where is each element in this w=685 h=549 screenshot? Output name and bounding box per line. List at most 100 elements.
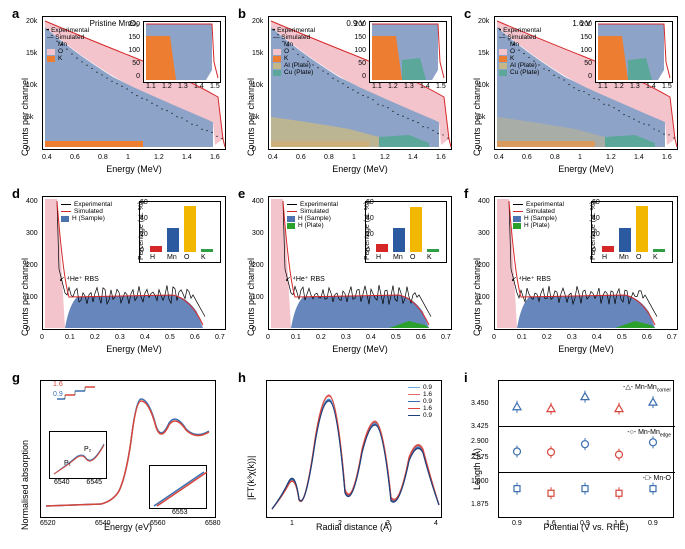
legend-swatch [47, 42, 55, 48]
row1-xtick: 0.4 [268, 154, 278, 161]
bar-H [602, 246, 614, 252]
panel-a-xlabel: Energy (MeV) [42, 164, 226, 174]
inset-ytick: 100 [580, 47, 592, 54]
h-xtick: 2 [338, 520, 342, 527]
row2-xtick: 0.3 [567, 334, 577, 341]
g-inset1-tick1: 6545 [86, 479, 102, 486]
legend-swatch [273, 63, 281, 69]
legend-swatch [273, 70, 281, 76]
legend-text: 0.9 [423, 412, 432, 419]
legend-text: O [510, 48, 515, 55]
inset-ytick: 50 [358, 60, 366, 67]
row2-xtick: 0 [40, 334, 44, 341]
row2-ytick: 300 [478, 230, 490, 237]
row1-xtick: 1 [578, 154, 582, 161]
legend-text: Al (Plate) [284, 62, 311, 69]
legend-item: H (Plate) [287, 222, 338, 229]
legend-text: 1.6 [423, 391, 432, 398]
g-step-09: 0.9 [53, 391, 63, 398]
row2-xtick: 0.4 [592, 334, 602, 341]
bar-K [201, 249, 213, 252]
panel-b-xlabel: Energy (MeV) [268, 164, 452, 174]
g-xtick: 6540 [95, 520, 111, 527]
g-step-diagram: 1.6 0.9 [55, 385, 105, 405]
g-inset2-t: 6553 [172, 509, 188, 516]
g-xtick: 6560 [150, 520, 166, 527]
legend-item: H (Sample) [513, 215, 564, 222]
panel-i-sub-2: -□- Mn-O1.8751.900 [499, 473, 675, 519]
row2-ytick: 300 [26, 230, 38, 237]
legend-swatch [513, 204, 523, 205]
row1-ytick: 0 [26, 146, 30, 153]
panel-d-legend: ExperimentalSimulatedH (Sample) [61, 201, 112, 222]
bar-label: Mn [393, 254, 403, 261]
bar-Mn [619, 228, 631, 252]
g-xtick: 6580 [205, 520, 221, 527]
inset-ytick: 150 [580, 34, 592, 41]
legend-item: 0.9 [408, 412, 432, 419]
bar-O [410, 207, 422, 252]
row2-xtick: 0.7 [667, 334, 677, 341]
inset-xtick: 1.5 [436, 83, 446, 90]
legend-swatch [273, 42, 281, 48]
row1-ytick: 10k [478, 82, 489, 89]
i-xtick: 1.6 [546, 520, 556, 527]
legend-item: Mn [47, 41, 89, 48]
inset-xtick: 1.5 [210, 83, 220, 90]
panel-i-group-label: -△- Mn-Mncorner [623, 383, 671, 393]
legend-text: Al (Plate) [510, 62, 537, 69]
bar-Mn [167, 228, 179, 252]
row2-ytick: 200 [26, 262, 38, 269]
row2-xtick: 0.6 [416, 334, 426, 341]
panel-c-xlabel: Energy (MeV) [494, 164, 678, 174]
panel-i-group-label: -○- Mn-Mnedge [627, 429, 671, 438]
row2-xtick: 0.4 [140, 334, 150, 341]
panel-b-title: 0.9 V [346, 19, 365, 28]
row2-xtick: 0.6 [190, 334, 200, 341]
legend-item: O [499, 48, 541, 55]
row2-xtick: 0.5 [165, 334, 175, 341]
p2-label: P₂ [84, 446, 91, 453]
inset-xtick: 1.4 [194, 83, 204, 90]
row2-ytick: 0 [252, 326, 256, 333]
legend-item: Simulated [513, 208, 564, 215]
legend-item: Al (Plate) [499, 62, 541, 69]
legend-swatch [513, 211, 523, 212]
legend-swatch [287, 216, 295, 222]
row1-xtick: 1.2 [606, 154, 616, 161]
panel-e-label: e [238, 186, 245, 201]
legend-text: Experimental [74, 201, 112, 208]
panel-b-label: b [238, 6, 246, 21]
bar-ylabel: Percentage (at. %) [138, 202, 145, 260]
row2-ytick: 100 [478, 294, 490, 301]
row2-ytick: 100 [252, 294, 264, 301]
row2-ytick: 400 [478, 198, 490, 205]
row1-ytick: 5k [252, 114, 259, 121]
row1-ytick: 20k [478, 18, 489, 25]
row1-xtick: 1.4 [634, 154, 644, 161]
inset-ytick: 150 [354, 34, 366, 41]
row1-xtick: 1.6 [436, 154, 446, 161]
row2-xtick: 0.1 [291, 334, 301, 341]
legend-swatch [273, 56, 281, 62]
row2-xtick: 0.7 [441, 334, 451, 341]
i-xtick: 0.9 [512, 520, 522, 527]
row1-ytick: 0 [478, 146, 482, 153]
row2-xtick: 0.2 [542, 334, 552, 341]
row2-ytick: 200 [478, 262, 490, 269]
legend-item: O [47, 48, 89, 55]
inset-xtick: 1.3 [630, 83, 640, 90]
panel-g-xlabel: Energy (eV) [40, 522, 216, 532]
legend-swatch [287, 211, 297, 212]
inset-ytick: 100 [128, 47, 140, 54]
panel-d-chart: ↙ ⁴He⁺ RBSExperimentalSimulatedH (Sample… [42, 196, 226, 330]
panel-b-legend: • Experimental— SimulatedMnOKAl (Plate)C… [273, 27, 315, 76]
legend-header: — Simulated [499, 34, 541, 41]
bar-label: O [184, 254, 189, 261]
inset-ytick: 50 [132, 60, 140, 67]
panel-f-xlabel: Energy (MeV) [494, 344, 678, 354]
panel-a-title: Pristine MnO₂ [90, 19, 139, 28]
row1-ytick: 20k [252, 18, 263, 25]
legend-item: K [273, 55, 315, 62]
h-xtick: 1 [290, 520, 294, 527]
